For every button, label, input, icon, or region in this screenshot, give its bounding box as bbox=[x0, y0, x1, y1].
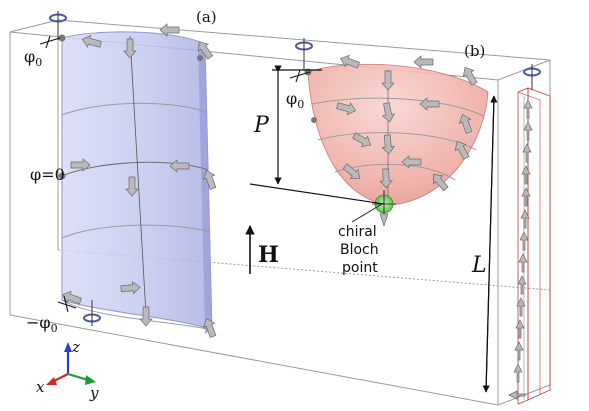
paraboloid-domain-wall bbox=[307, 63, 489, 206]
spin-sphere bbox=[197, 55, 203, 61]
label-phi-eq-zero: φ=0 bbox=[30, 165, 65, 184]
bloch-label-leader bbox=[351, 203, 383, 223]
spin-arrow bbox=[70, 158, 91, 172]
spin-arrow bbox=[352, 132, 372, 148]
spin-arrow bbox=[340, 54, 360, 69]
label-P: P bbox=[253, 113, 270, 138]
spin-sphere bbox=[58, 172, 66, 180]
rotation-markers bbox=[49, 11, 541, 326]
label-phi0-b: φ0 bbox=[286, 89, 304, 111]
spin-arrow bbox=[462, 66, 478, 86]
spin-arrow bbox=[197, 41, 214, 60]
label-bloch-line3: point bbox=[342, 260, 378, 276]
label-bloch-line1: chiral bbox=[338, 224, 377, 240]
spin-arrow bbox=[139, 306, 153, 327]
spin-arrow bbox=[458, 114, 473, 134]
rotation-marker-a-top bbox=[49, 11, 67, 40]
spin-sphere bbox=[311, 117, 317, 123]
label-panel-a: (a) bbox=[196, 8, 217, 26]
angle-ticks bbox=[39, 35, 311, 313]
spin-arrow bbox=[381, 102, 396, 123]
label-axis-x: x bbox=[36, 378, 45, 396]
label-axis-y: y bbox=[89, 384, 99, 402]
rotation-marker-b-top bbox=[295, 38, 313, 70]
spin-arrow bbox=[381, 70, 395, 91]
label-panel-b: (b) bbox=[464, 42, 485, 60]
rotation-marker-rod-top bbox=[523, 64, 541, 90]
spin-arrow bbox=[123, 38, 137, 59]
spin-sphere bbox=[58, 34, 66, 42]
spin-arrow bbox=[419, 97, 440, 111]
label-L: L bbox=[471, 253, 487, 278]
rotation-marker-a-bottom bbox=[83, 300, 101, 326]
spin-arrow bbox=[169, 159, 190, 173]
spin-arrow bbox=[159, 23, 180, 37]
axis-triad bbox=[46, 342, 96, 385]
label-H: H bbox=[258, 242, 279, 268]
label-axis-z: z bbox=[71, 338, 80, 356]
spin-arrow bbox=[381, 134, 395, 155]
spin-arrow bbox=[342, 163, 361, 179]
spin-arrow bbox=[379, 168, 393, 189]
spin-arrow bbox=[336, 102, 357, 116]
spin-arrow bbox=[401, 155, 422, 169]
spin-arrow bbox=[81, 34, 102, 48]
paraboloid-spins bbox=[304, 54, 478, 192]
spin-arrow bbox=[125, 176, 139, 197]
spin-arrow bbox=[120, 281, 141, 295]
dimension-P bbox=[249, 65, 385, 205]
spin-arrow bbox=[454, 140, 470, 160]
label-phi0-top: φ0 bbox=[24, 47, 42, 69]
spin-arrow bbox=[433, 173, 449, 192]
spin-arrow bbox=[202, 318, 217, 338]
spin-arrow bbox=[62, 290, 82, 305]
label-minus-phi0: −φ0 bbox=[26, 313, 58, 335]
helical-rod bbox=[517, 87, 551, 405]
spin-arrow bbox=[413, 55, 434, 69]
dimension-L bbox=[482, 95, 498, 393]
label-bloch-line2: Bloch bbox=[340, 242, 379, 258]
rod-spins bbox=[508, 99, 533, 400]
cylinder-spins bbox=[58, 23, 217, 338]
spin-arrow bbox=[202, 170, 217, 190]
